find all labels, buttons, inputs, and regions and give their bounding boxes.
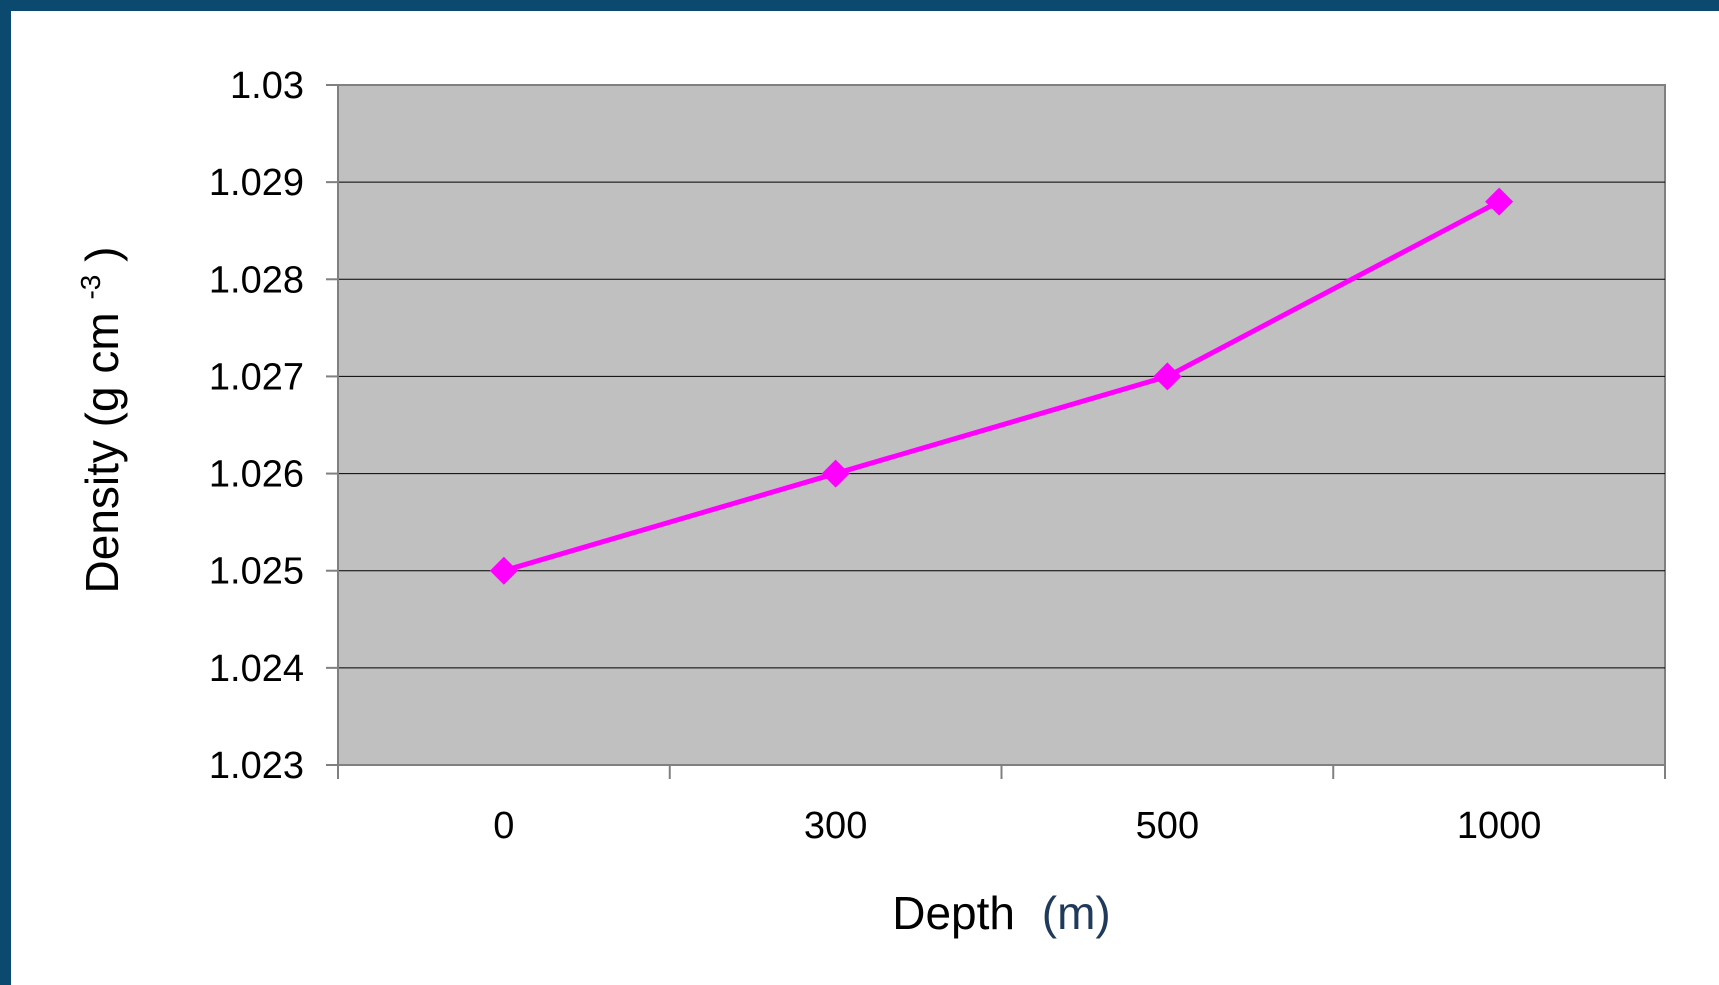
y-tick-label: 1.025 [209, 551, 304, 593]
y-axis-title: Density (g cm -3 ) [58, 247, 128, 594]
y-tick-label: 1.026 [209, 454, 304, 496]
y-tick-label: 1.028 [209, 259, 304, 301]
series-layer [489, 187, 1514, 585]
y-axis-title-close: ) [76, 247, 128, 262]
x-tick-label-1000: 1000 [1457, 805, 1542, 847]
data-point-1000 [1485, 187, 1514, 216]
y-axis-title-superscript: -3 [75, 275, 106, 300]
y-tick-labels: 1.023 1.024 1.025 1.026 1.027 1.028 1.029 1.03 [209, 65, 304, 787]
axes [326, 84, 1666, 779]
y-tick-label: 1.027 [209, 356, 304, 398]
x-tick-label-500: 500 [1136, 805, 1199, 847]
y-tick-label: 1.03 [230, 65, 304, 107]
x-tick-labels: 0 300 500 1000 [493, 805, 1541, 847]
data-point-0 [489, 556, 518, 585]
y-tick-label: 1.023 [209, 745, 304, 787]
series-line [503, 199, 1501, 574]
y-tick-label: 1.024 [209, 648, 304, 690]
x-axis-title: Depth (m) [892, 887, 1111, 939]
x-tick-label-300: 300 [804, 805, 867, 847]
data-point-300 [821, 459, 850, 488]
data-point-500 [1153, 362, 1182, 391]
gridlines [338, 181, 1665, 669]
y-tick-label: 1.029 [209, 162, 304, 204]
y-axis-title-main: Density (g cm [76, 312, 128, 593]
x-axis-title-unit: (m) [1042, 887, 1111, 939]
x-axis-title-main: Depth [892, 887, 1015, 939]
x-tick-label-0: 0 [493, 805, 514, 847]
